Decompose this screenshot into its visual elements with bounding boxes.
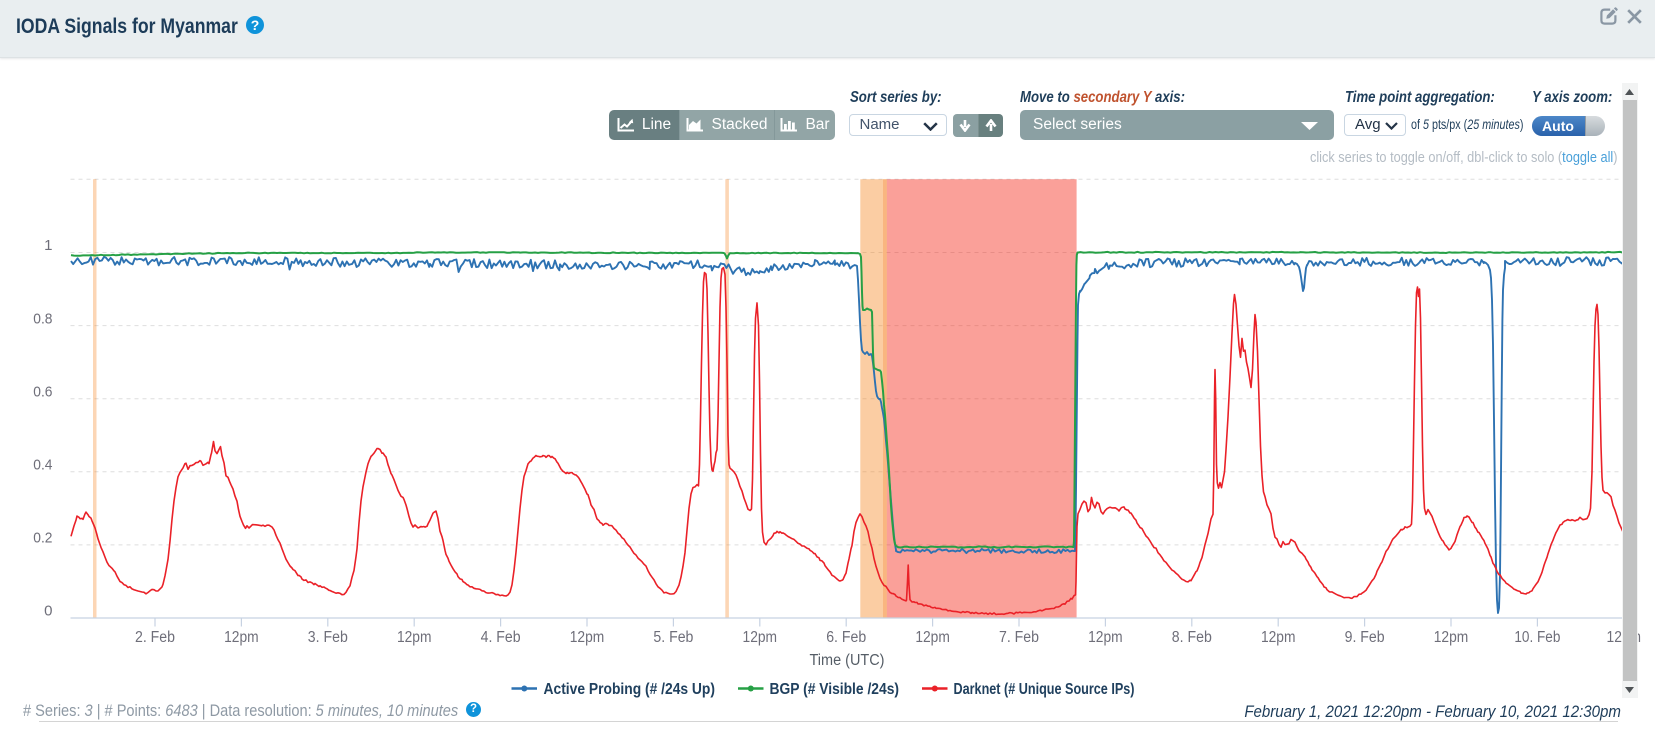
- svg-text:5. Feb: 5. Feb: [653, 629, 693, 646]
- svg-text:0.6: 0.6: [33, 383, 52, 400]
- svg-text:4. Feb: 4. Feb: [481, 629, 521, 646]
- svg-text:Active Probing (# /24s Up): Active Probing (# /24s Up): [544, 681, 716, 698]
- svg-text:2. Feb: 2. Feb: [135, 629, 175, 646]
- svg-text:0.2: 0.2: [33, 530, 52, 547]
- svg-text:10. Feb: 10. Feb: [1514, 629, 1560, 646]
- svg-text:7. Feb: 7. Feb: [999, 629, 1039, 646]
- svg-text:Darknet (# Unique Source IPs): Darknet (# Unique Source IPs): [954, 681, 1135, 698]
- svg-text:12pm: 12pm: [224, 629, 259, 646]
- svg-text:3. Feb: 3. Feb: [308, 629, 348, 646]
- svg-text:1: 1: [44, 237, 52, 254]
- svg-text:Time (UTC): Time (UTC): [810, 652, 885, 669]
- svg-text:8. Feb: 8. Feb: [1172, 629, 1212, 646]
- svg-text:BGP (# Visible /24s): BGP (# Visible /24s): [770, 681, 900, 698]
- svg-text:0: 0: [44, 603, 52, 620]
- svg-text:12pm: 12pm: [915, 629, 950, 646]
- svg-text:12pm: 12pm: [397, 629, 432, 646]
- svg-text:12pm: 12pm: [570, 629, 605, 646]
- svg-text:0.8: 0.8: [33, 310, 52, 327]
- svg-text:12pm: 12pm: [1088, 629, 1123, 646]
- svg-text:6. Feb: 6. Feb: [826, 629, 866, 646]
- svg-text:12pm: 12pm: [743, 629, 778, 646]
- svg-text:12pm: 12pm: [1261, 629, 1296, 646]
- svg-text:9. Feb: 9. Feb: [1345, 629, 1385, 646]
- svg-text:12pm: 12pm: [1434, 629, 1469, 646]
- svg-text:0.4: 0.4: [33, 457, 52, 474]
